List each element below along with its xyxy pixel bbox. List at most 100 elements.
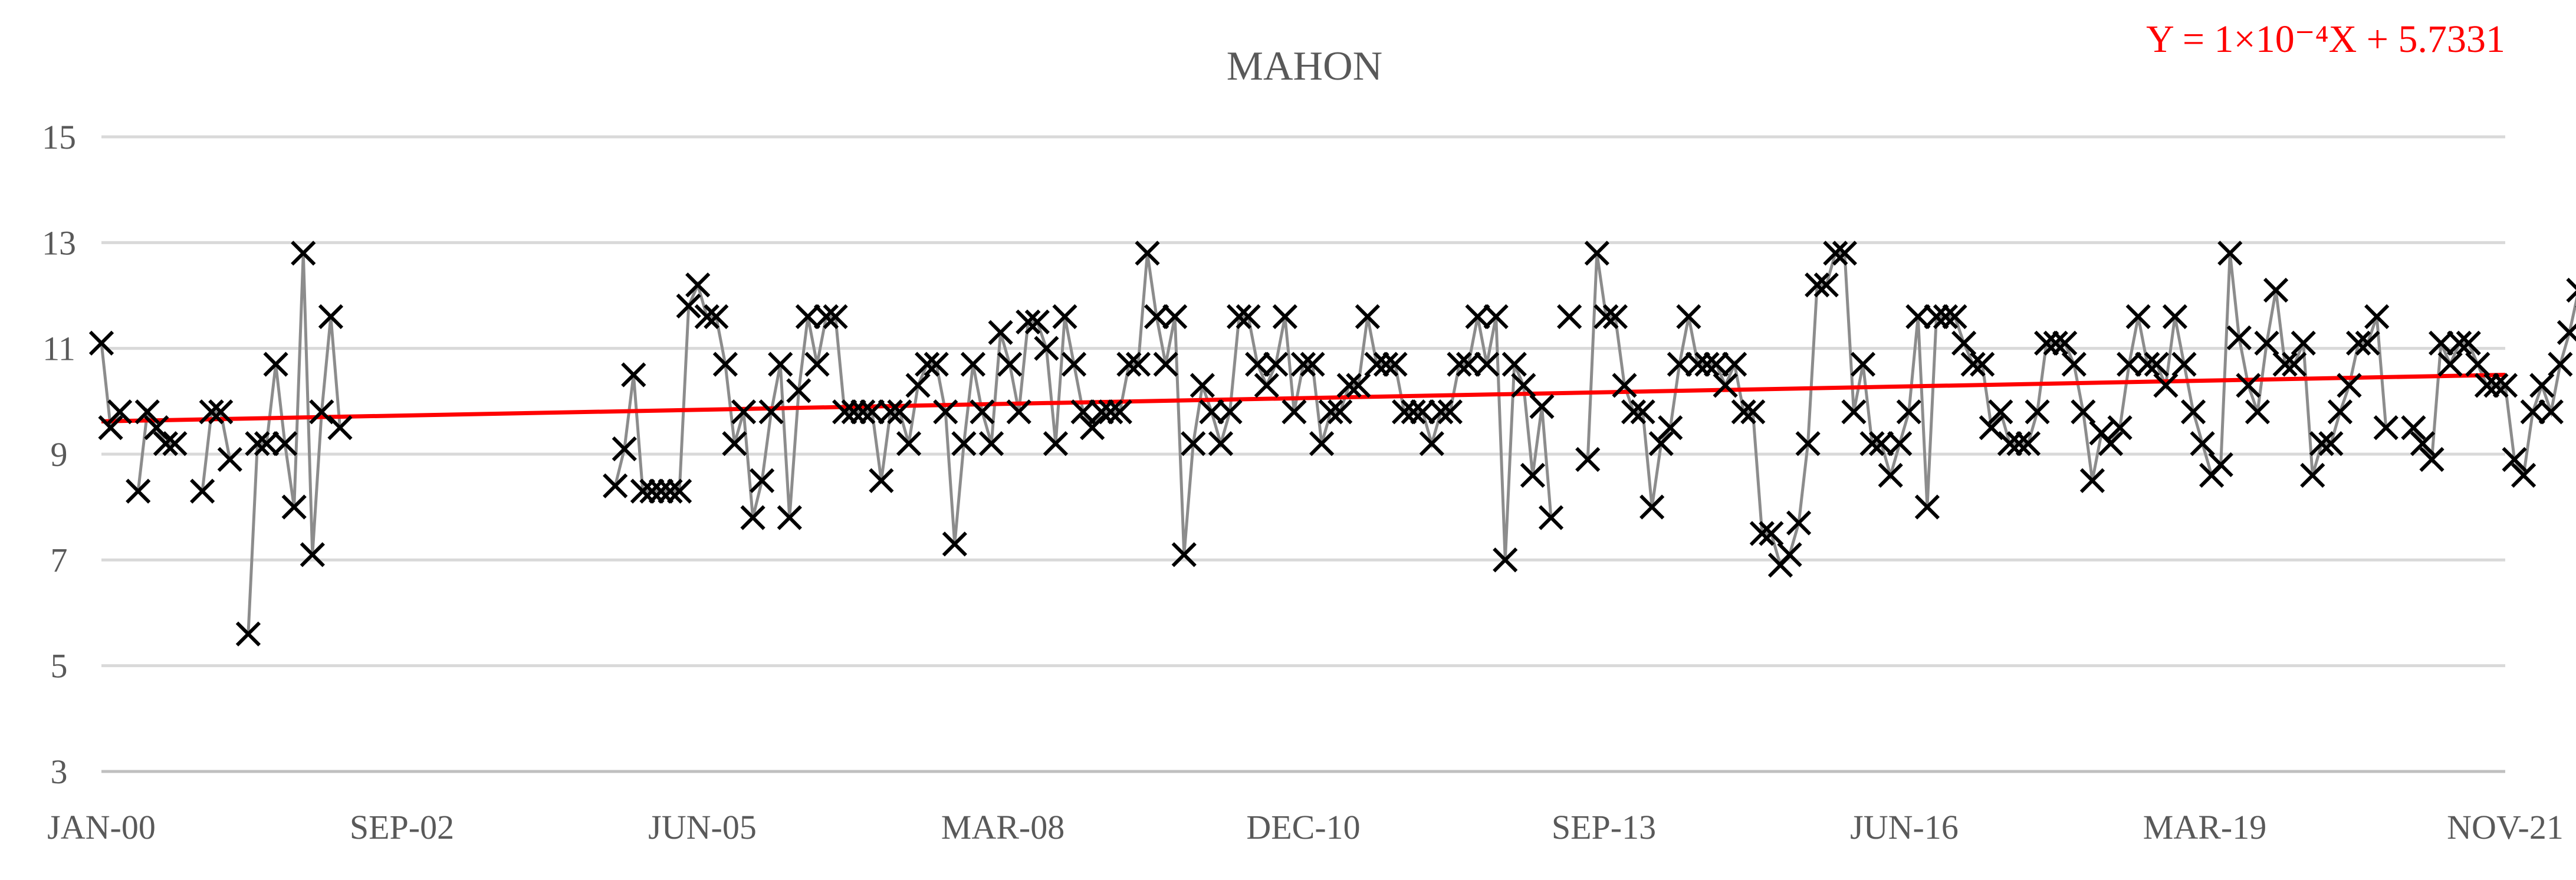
data-point (1786, 510, 1812, 536)
data-point (1089, 399, 1114, 425)
data-point (1942, 304, 1967, 329)
x-tick-label: NOV-21 (2447, 808, 2564, 846)
x-tick-label: MAR-19 (2143, 808, 2266, 846)
x-tick-label: SEP-02 (350, 808, 454, 846)
data-point (1878, 462, 1903, 488)
series-lines (100, 251, 2576, 635)
data-point (291, 241, 316, 266)
data-point (694, 304, 719, 329)
data-point (1226, 304, 1252, 329)
data-point (1410, 399, 1435, 425)
x-axis-ticks: JAN-00 SEP-02 JUN-05 MAR-08 DEC-10 SEP-13 JUN-… (47, 808, 2564, 846)
trendline-line (101, 373, 2506, 423)
data-point (2025, 399, 2050, 425)
data-point (704, 304, 729, 329)
data-point (2566, 277, 2576, 303)
data-point (1428, 399, 1454, 425)
data-point (1841, 399, 1867, 425)
y-tick-label: 15 (42, 118, 76, 156)
data-point (2437, 352, 2463, 377)
data-point (1282, 399, 1307, 425)
data-point (1951, 330, 1977, 356)
data-point (2052, 330, 2078, 356)
data-point (2529, 373, 2555, 398)
data-point (2538, 399, 2564, 425)
data-point (1254, 373, 1279, 398)
data-point (1135, 241, 1160, 266)
data-point (1336, 373, 1362, 398)
data-point (1263, 352, 1289, 377)
data-point (190, 478, 215, 504)
data-point (823, 304, 848, 329)
data-point (2337, 373, 2362, 398)
data-point (1181, 431, 1206, 457)
x-tick-label: MAR-08 (941, 808, 1064, 846)
data-point (1236, 304, 1261, 329)
data-point (2282, 352, 2307, 377)
data-point (740, 505, 765, 530)
data-point (1116, 352, 1142, 377)
y-tick-label: 9 (51, 435, 68, 474)
data-point (300, 542, 325, 567)
data-point (1685, 352, 1711, 377)
data-point (2208, 452, 2233, 478)
data-point (1648, 431, 1674, 457)
data-point (245, 431, 270, 457)
data-point (2015, 431, 2041, 457)
data-point (1823, 241, 1848, 266)
data-point (1749, 521, 1775, 546)
data-point (915, 352, 940, 377)
data-point (1401, 399, 1426, 425)
data-point (2557, 320, 2576, 345)
data-point (126, 478, 151, 504)
data-point (1970, 352, 1995, 377)
data-point (997, 352, 1023, 377)
data-point (2318, 431, 2344, 457)
data-point (1171, 542, 1197, 567)
data-point (2125, 304, 2151, 329)
data-point (2474, 373, 2500, 398)
data-point (612, 436, 637, 462)
data-point (1557, 304, 1582, 329)
data-point (254, 431, 280, 457)
data-point (217, 446, 242, 472)
data-point (1245, 352, 1270, 377)
data-point (2006, 431, 2032, 457)
series-line (201, 410, 232, 492)
data-point (1703, 352, 1729, 377)
data-point (1346, 373, 1371, 398)
data-point (2364, 304, 2390, 329)
data-point (1208, 431, 1234, 457)
data-point (98, 415, 123, 441)
data-point (2401, 415, 2426, 441)
data-point (1850, 352, 1876, 377)
chart-title: MAHON (1227, 44, 1382, 89)
series-markers (88, 241, 2576, 646)
data-point (722, 431, 747, 457)
data-point (1199, 399, 1224, 425)
data-point (777, 505, 802, 530)
data-point (2327, 399, 2353, 425)
data-point (1538, 505, 1564, 530)
data-point (1520, 462, 1546, 488)
data-point (1153, 352, 1178, 377)
data-point (2162, 304, 2188, 329)
data-point (988, 320, 1013, 345)
data-point (878, 399, 903, 425)
data-point (2263, 277, 2289, 303)
x-tick-label: JAN-00 (47, 808, 156, 846)
data-point (1437, 399, 1463, 425)
data-point (850, 399, 876, 425)
data-point (1061, 352, 1087, 377)
data-point (1887, 431, 1913, 457)
data-point (869, 468, 894, 493)
data-point (1859, 431, 1885, 457)
data-point (318, 304, 344, 329)
data-point (666, 478, 692, 504)
data-point (795, 304, 821, 329)
data-point (2345, 330, 2371, 356)
data-point (2511, 462, 2536, 488)
data-point (749, 468, 775, 493)
data-point (832, 399, 857, 425)
data-point (1575, 446, 1601, 472)
